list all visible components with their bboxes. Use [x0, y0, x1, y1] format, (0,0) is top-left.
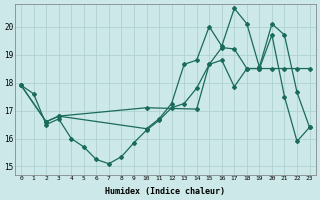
X-axis label: Humidex (Indice chaleur): Humidex (Indice chaleur)	[105, 187, 225, 196]
